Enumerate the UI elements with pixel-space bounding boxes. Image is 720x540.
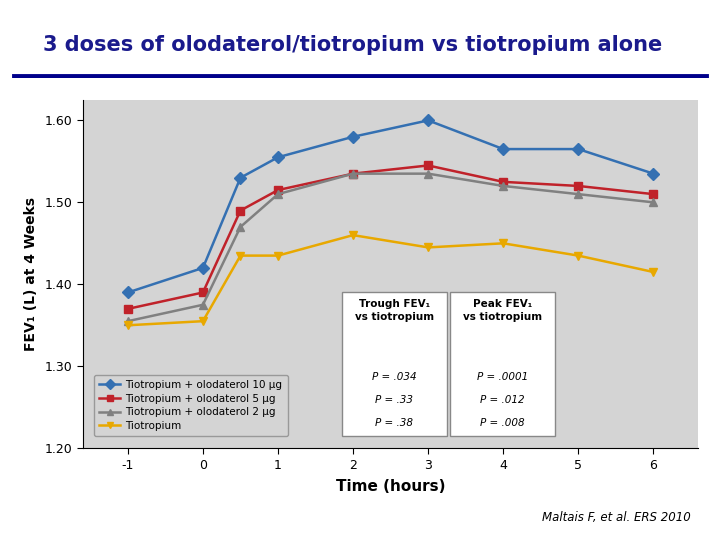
- Text: P = .034: P = .034: [372, 372, 417, 382]
- Text: P = .0001: P = .0001: [477, 372, 528, 382]
- Text: Peak FEV₁
vs tiotropium: Peak FEV₁ vs tiotropium: [463, 299, 542, 322]
- Text: P = .008: P = .008: [480, 418, 525, 428]
- Bar: [450, 293, 555, 436]
- Bar: [342, 293, 447, 436]
- Text: P = .38: P = .38: [375, 418, 413, 428]
- Text: P = .33: P = .33: [375, 395, 413, 405]
- X-axis label: Time (hours): Time (hours): [336, 478, 446, 494]
- Text: P = .012: P = .012: [480, 395, 525, 405]
- Text: 3 doses of olodaterol/tiotropium vs tiotropium alone: 3 doses of olodaterol/tiotropium vs tiot…: [43, 35, 662, 55]
- Text: Trough FEV₁
vs tiotropium: Trough FEV₁ vs tiotropium: [355, 299, 434, 322]
- Text: Maltais F, et al. ERS 2010: Maltais F, et al. ERS 2010: [542, 511, 691, 524]
- Legend: Tiotropium + olodaterol 10 μg, Tiotropium + olodaterol 5 μg, Tiotropium + olodat: Tiotropium + olodaterol 10 μg, Tiotropiu…: [94, 375, 287, 436]
- Y-axis label: FEV₁ (L) at 4 Weeks: FEV₁ (L) at 4 Weeks: [24, 197, 37, 351]
